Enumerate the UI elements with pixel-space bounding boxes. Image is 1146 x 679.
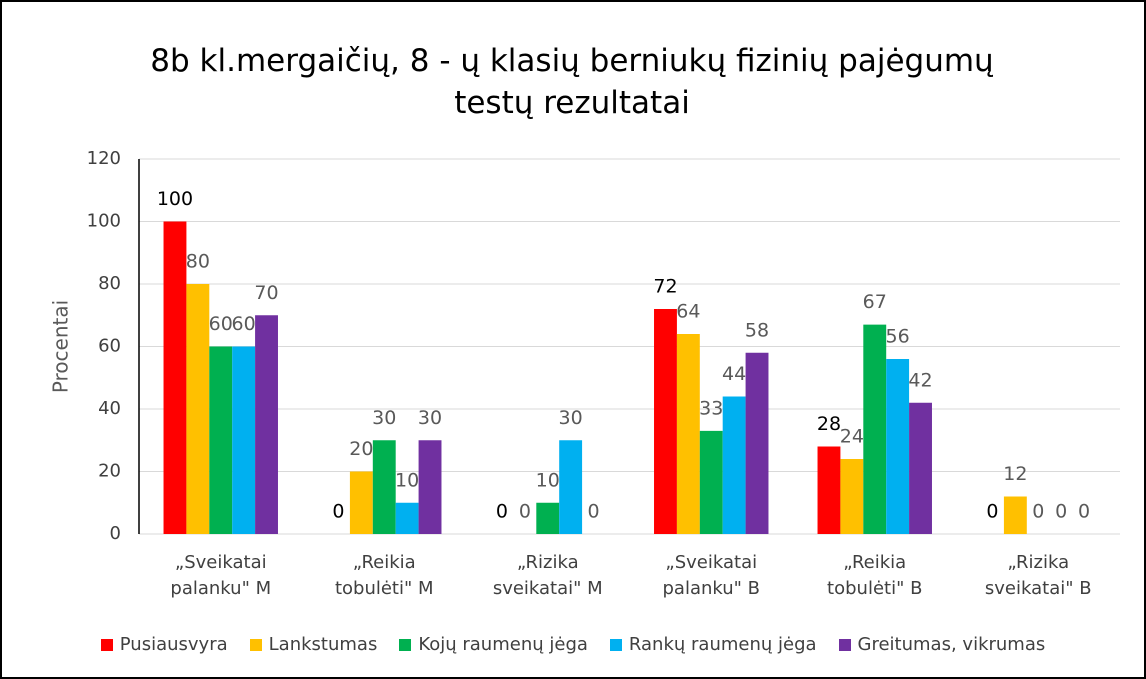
- legend-item: Greitumas, vikrumas: [838, 634, 1046, 655]
- legend-label: Pusiausvyra: [119, 634, 228, 655]
- bar: [395, 502, 419, 534]
- data-label: 30: [372, 407, 396, 429]
- bar: [676, 334, 700, 534]
- data-label: 42: [908, 369, 932, 391]
- bar: [418, 440, 442, 534]
- data-label: 100: [157, 188, 193, 210]
- y-tick-label: 120: [87, 148, 121, 169]
- x-tick-label: „Reikia tobulėti" B: [827, 552, 923, 599]
- y-tick-label: 0: [110, 523, 121, 544]
- data-label: 67: [863, 291, 887, 313]
- bar: [840, 459, 864, 534]
- data-label: 44: [722, 363, 746, 385]
- data-label: 0: [587, 501, 599, 523]
- data-label: 28: [817, 413, 841, 435]
- legend-label: Lankstumas: [268, 634, 378, 655]
- legend: Pusiausvyra Lankstumas Kojų raumenų jėga Ra…: [2, 634, 1144, 655]
- bar: [186, 284, 210, 534]
- bar: [559, 440, 583, 534]
- bar: [1003, 496, 1027, 534]
- y-tick-label: 80: [98, 273, 121, 294]
- legend-swatch: [249, 638, 262, 651]
- data-label: 0: [1055, 501, 1067, 523]
- x-tick-label: „Rizika sveikatai" B: [984, 552, 1092, 599]
- data-label: 0: [986, 501, 998, 523]
- y-tick-label: 20: [98, 461, 121, 482]
- bar: [372, 440, 396, 534]
- chart-title: 8b kl.mergaičių, 8 - ų klasių berniukų f…: [150, 43, 994, 121]
- bar: [255, 315, 278, 534]
- y-tick-label: 100: [87, 211, 121, 232]
- legend-swatch: [838, 638, 851, 651]
- data-label: 80: [186, 251, 210, 273]
- legend-swatch: [100, 638, 113, 651]
- legend-label: Rankų raumenų jėga: [628, 634, 817, 655]
- data-label: 70: [254, 282, 278, 304]
- data-label: 0: [496, 501, 508, 523]
- legend-item: Lankstumas: [249, 634, 378, 655]
- data-label: 24: [840, 426, 864, 448]
- data-label: 10: [536, 469, 560, 491]
- x-tick-label: „Sveikatai palanku" M: [170, 552, 272, 599]
- bar: [654, 309, 677, 534]
- data-label: 58: [745, 319, 769, 341]
- bar: [349, 471, 373, 534]
- data-label: 20: [349, 438, 373, 460]
- data-label: 60: [209, 313, 233, 335]
- bar: [863, 324, 887, 534]
- bar: [817, 446, 841, 534]
- bar: [536, 502, 560, 534]
- data-label: 12: [1003, 463, 1027, 485]
- x-tick-label: „Sveikatai palanku" B: [662, 552, 761, 599]
- x-tick-label: „Reikia tobulėti" M: [334, 552, 434, 599]
- y-tick-label: 40: [98, 398, 121, 419]
- legend-item: Rankų raumenų jėga: [609, 634, 817, 655]
- bar: [699, 430, 723, 534]
- bar: [163, 221, 187, 534]
- bar: [909, 402, 932, 534]
- y-axis-label: Procentai: [49, 300, 73, 393]
- x-tick-label: „Rizika sveikatai" M: [492, 552, 603, 599]
- data-label: 33: [699, 397, 723, 419]
- legend-item: Kojų raumenų jėga: [399, 634, 588, 655]
- data-label: 0: [519, 501, 531, 523]
- data-label: 56: [886, 326, 910, 348]
- bar: [232, 346, 256, 534]
- bar: [722, 396, 746, 534]
- data-label: 10: [395, 469, 419, 491]
- bar: [745, 352, 769, 534]
- bar: [209, 346, 233, 534]
- data-label: 64: [676, 301, 700, 323]
- data-label: 0: [1078, 501, 1090, 523]
- legend-swatch: [609, 638, 622, 651]
- legend-label: Kojų raumenų jėga: [418, 634, 588, 655]
- data-label: 60: [232, 313, 256, 335]
- bar: [886, 359, 910, 534]
- legend-item: Pusiausvyra: [100, 634, 228, 655]
- data-label: 0: [332, 501, 344, 523]
- data-label: 30: [418, 407, 442, 429]
- data-label: 72: [653, 276, 677, 298]
- data-label: 0: [1032, 501, 1044, 523]
- data-label: 30: [559, 407, 583, 429]
- legend-label: Greitumas, vikrumas: [857, 634, 1046, 655]
- legend-swatch: [399, 638, 412, 651]
- y-tick-label: 60: [98, 336, 121, 357]
